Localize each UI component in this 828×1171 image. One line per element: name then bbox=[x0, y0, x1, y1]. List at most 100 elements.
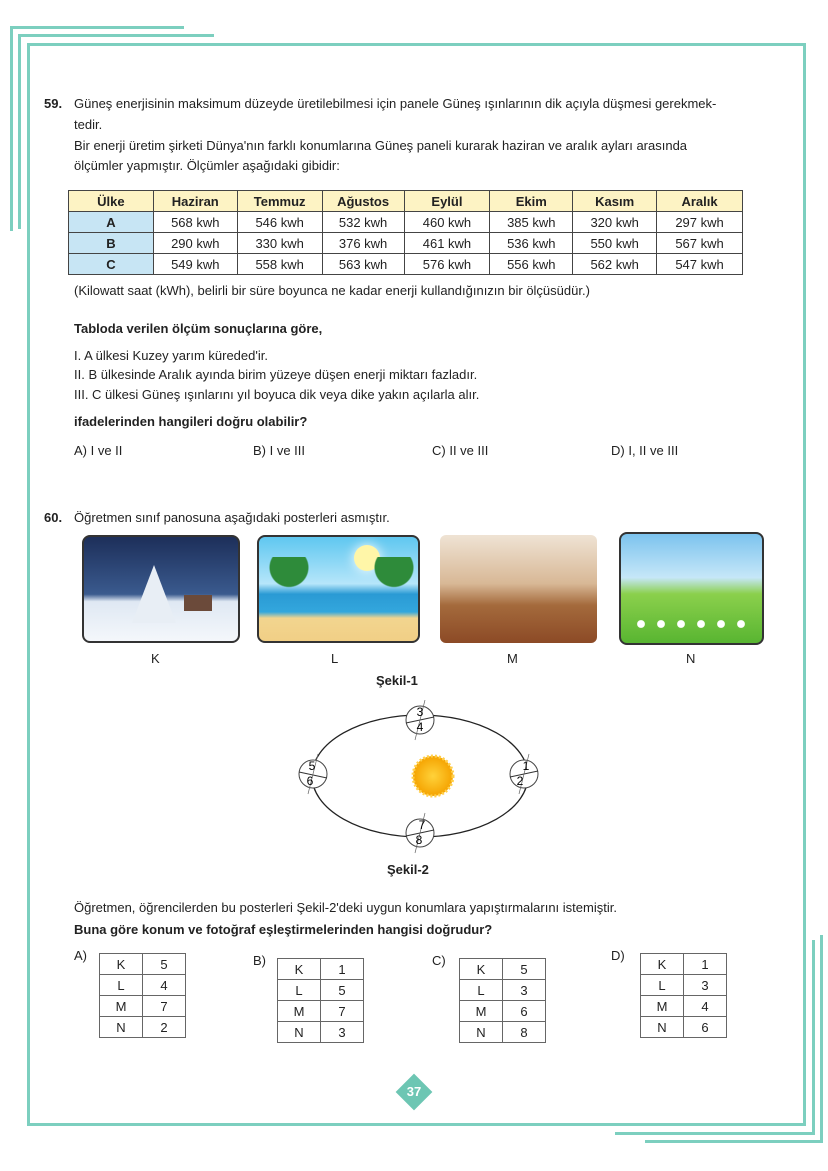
earth-position-bottom: 7 8 bbox=[405, 812, 435, 854]
cell: 3 bbox=[502, 979, 546, 1001]
earth-position-right: 1 2 bbox=[509, 753, 539, 795]
orbit-label: 3 bbox=[417, 705, 424, 719]
cell: 461 kwh bbox=[403, 232, 491, 254]
cell: 5 bbox=[502, 958, 546, 980]
poster-label: K bbox=[151, 651, 160, 666]
cell: N bbox=[459, 1021, 503, 1043]
table-row: B 290 kwh 330 kwh 376 kwh 461 kwh 536 kwh 550… bbox=[68, 232, 743, 254]
frame-line bbox=[18, 34, 21, 229]
cell: 576 kwh bbox=[403, 253, 491, 275]
cell: 4 bbox=[683, 995, 727, 1017]
question-text: tedir. bbox=[74, 117, 103, 132]
frame-line bbox=[812, 940, 815, 1135]
question-text: Öğretmen sınıf panosuna aşağıdaki poster… bbox=[74, 510, 390, 525]
figure-caption: Şekil-2 bbox=[387, 862, 429, 877]
cell: M bbox=[459, 1000, 503, 1022]
cell: 3 bbox=[320, 1021, 364, 1043]
orbit-diagram: 3 4 1 2 7 8 5 6 bbox=[298, 700, 539, 854]
orbit-label: 1 bbox=[523, 759, 530, 773]
row-header: C bbox=[68, 253, 154, 275]
cell: 1 bbox=[320, 958, 364, 980]
question-prompt: Buna göre konum ve fotoğraf eşleştirmele… bbox=[74, 922, 493, 937]
header-cell: Kasım bbox=[572, 190, 658, 212]
cell: 460 kwh bbox=[403, 211, 491, 233]
cell: 5 bbox=[142, 953, 186, 975]
orbit-label: 6 bbox=[307, 774, 314, 788]
cell: M bbox=[277, 1000, 321, 1022]
cell: 8 bbox=[502, 1021, 546, 1043]
cell: 7 bbox=[142, 995, 186, 1017]
poster-spring-meadow bbox=[619, 532, 764, 645]
frame-line bbox=[645, 1140, 823, 1143]
cell: 4 bbox=[142, 974, 186, 996]
cell: 556 kwh bbox=[489, 253, 574, 275]
option-a[interactable]: A) I ve II bbox=[74, 443, 123, 458]
cell: N bbox=[640, 1016, 684, 1038]
answer-option-label[interactable]: C) bbox=[432, 953, 446, 968]
cell: M bbox=[640, 995, 684, 1017]
orbit-label: 7 bbox=[419, 818, 426, 832]
cell: 550 kwh bbox=[572, 232, 658, 254]
sun-icon bbox=[411, 754, 455, 798]
cell: 385 kwh bbox=[489, 211, 574, 233]
cell: 562 kwh bbox=[572, 253, 658, 275]
earth-position-top: 3 4 bbox=[405, 700, 435, 741]
cell: K bbox=[459, 958, 503, 980]
option-b[interactable]: B) I ve III bbox=[253, 443, 306, 458]
cell: 546 kwh bbox=[236, 211, 323, 233]
answer-option-label[interactable]: A) bbox=[74, 948, 87, 963]
frame-line bbox=[615, 1132, 815, 1135]
header-cell: Ekim bbox=[489, 190, 574, 212]
question-lead: Tabloda verilen ölçüm sonuçlarına göre, bbox=[74, 321, 323, 336]
cell: 547 kwh bbox=[656, 253, 743, 275]
energy-table: Ülke Haziran Temmuz Ağustos Eylül Ekim K… bbox=[68, 190, 743, 275]
cell: 549 kwh bbox=[152, 253, 238, 275]
row-header: A bbox=[68, 211, 154, 233]
question-number: 60. bbox=[44, 510, 63, 525]
header-cell: Temmuz bbox=[236, 190, 323, 212]
option-c[interactable]: C) II ve III bbox=[432, 443, 489, 458]
cell: 320 kwh bbox=[572, 211, 658, 233]
table-note: (Kilowatt saat (kWh), belirli bir süre b… bbox=[74, 283, 590, 298]
cell: M bbox=[99, 995, 143, 1017]
cell: 563 kwh bbox=[321, 253, 405, 275]
cell: L bbox=[459, 979, 503, 1001]
cell: 558 kwh bbox=[236, 253, 323, 275]
cell: 6 bbox=[683, 1016, 727, 1038]
header-cell: Eylül bbox=[403, 190, 491, 212]
cell: 2 bbox=[142, 1016, 186, 1038]
cell: 5 bbox=[320, 979, 364, 1001]
statement: III. C ülkesi Güneş ışınlarını yıl boyuc… bbox=[74, 387, 480, 402]
cell: L bbox=[277, 979, 321, 1001]
option-d[interactable]: D) I, II ve III bbox=[611, 443, 679, 458]
question-prompt: ifadelerinden hangileri doğru olabilir? bbox=[74, 414, 308, 429]
frame-line bbox=[18, 34, 214, 37]
header-cell: Ülke bbox=[68, 190, 154, 212]
answer-option-label[interactable]: D) bbox=[611, 948, 625, 963]
answer-option-label[interactable]: B) bbox=[253, 953, 266, 968]
cell: 567 kwh bbox=[656, 232, 743, 254]
orbit-label: 5 bbox=[309, 759, 316, 773]
header-cell: Haziran bbox=[152, 190, 238, 212]
frame-line bbox=[820, 935, 823, 1143]
table-row: C 549 kwh 558 kwh 563 kwh 576 kwh 556 kwh 562… bbox=[68, 253, 743, 275]
poster-winter bbox=[82, 535, 240, 643]
cell: 7 bbox=[320, 1000, 364, 1022]
cell: 6 bbox=[502, 1000, 546, 1022]
orbit-label: 2 bbox=[517, 774, 524, 788]
cell: N bbox=[99, 1016, 143, 1038]
